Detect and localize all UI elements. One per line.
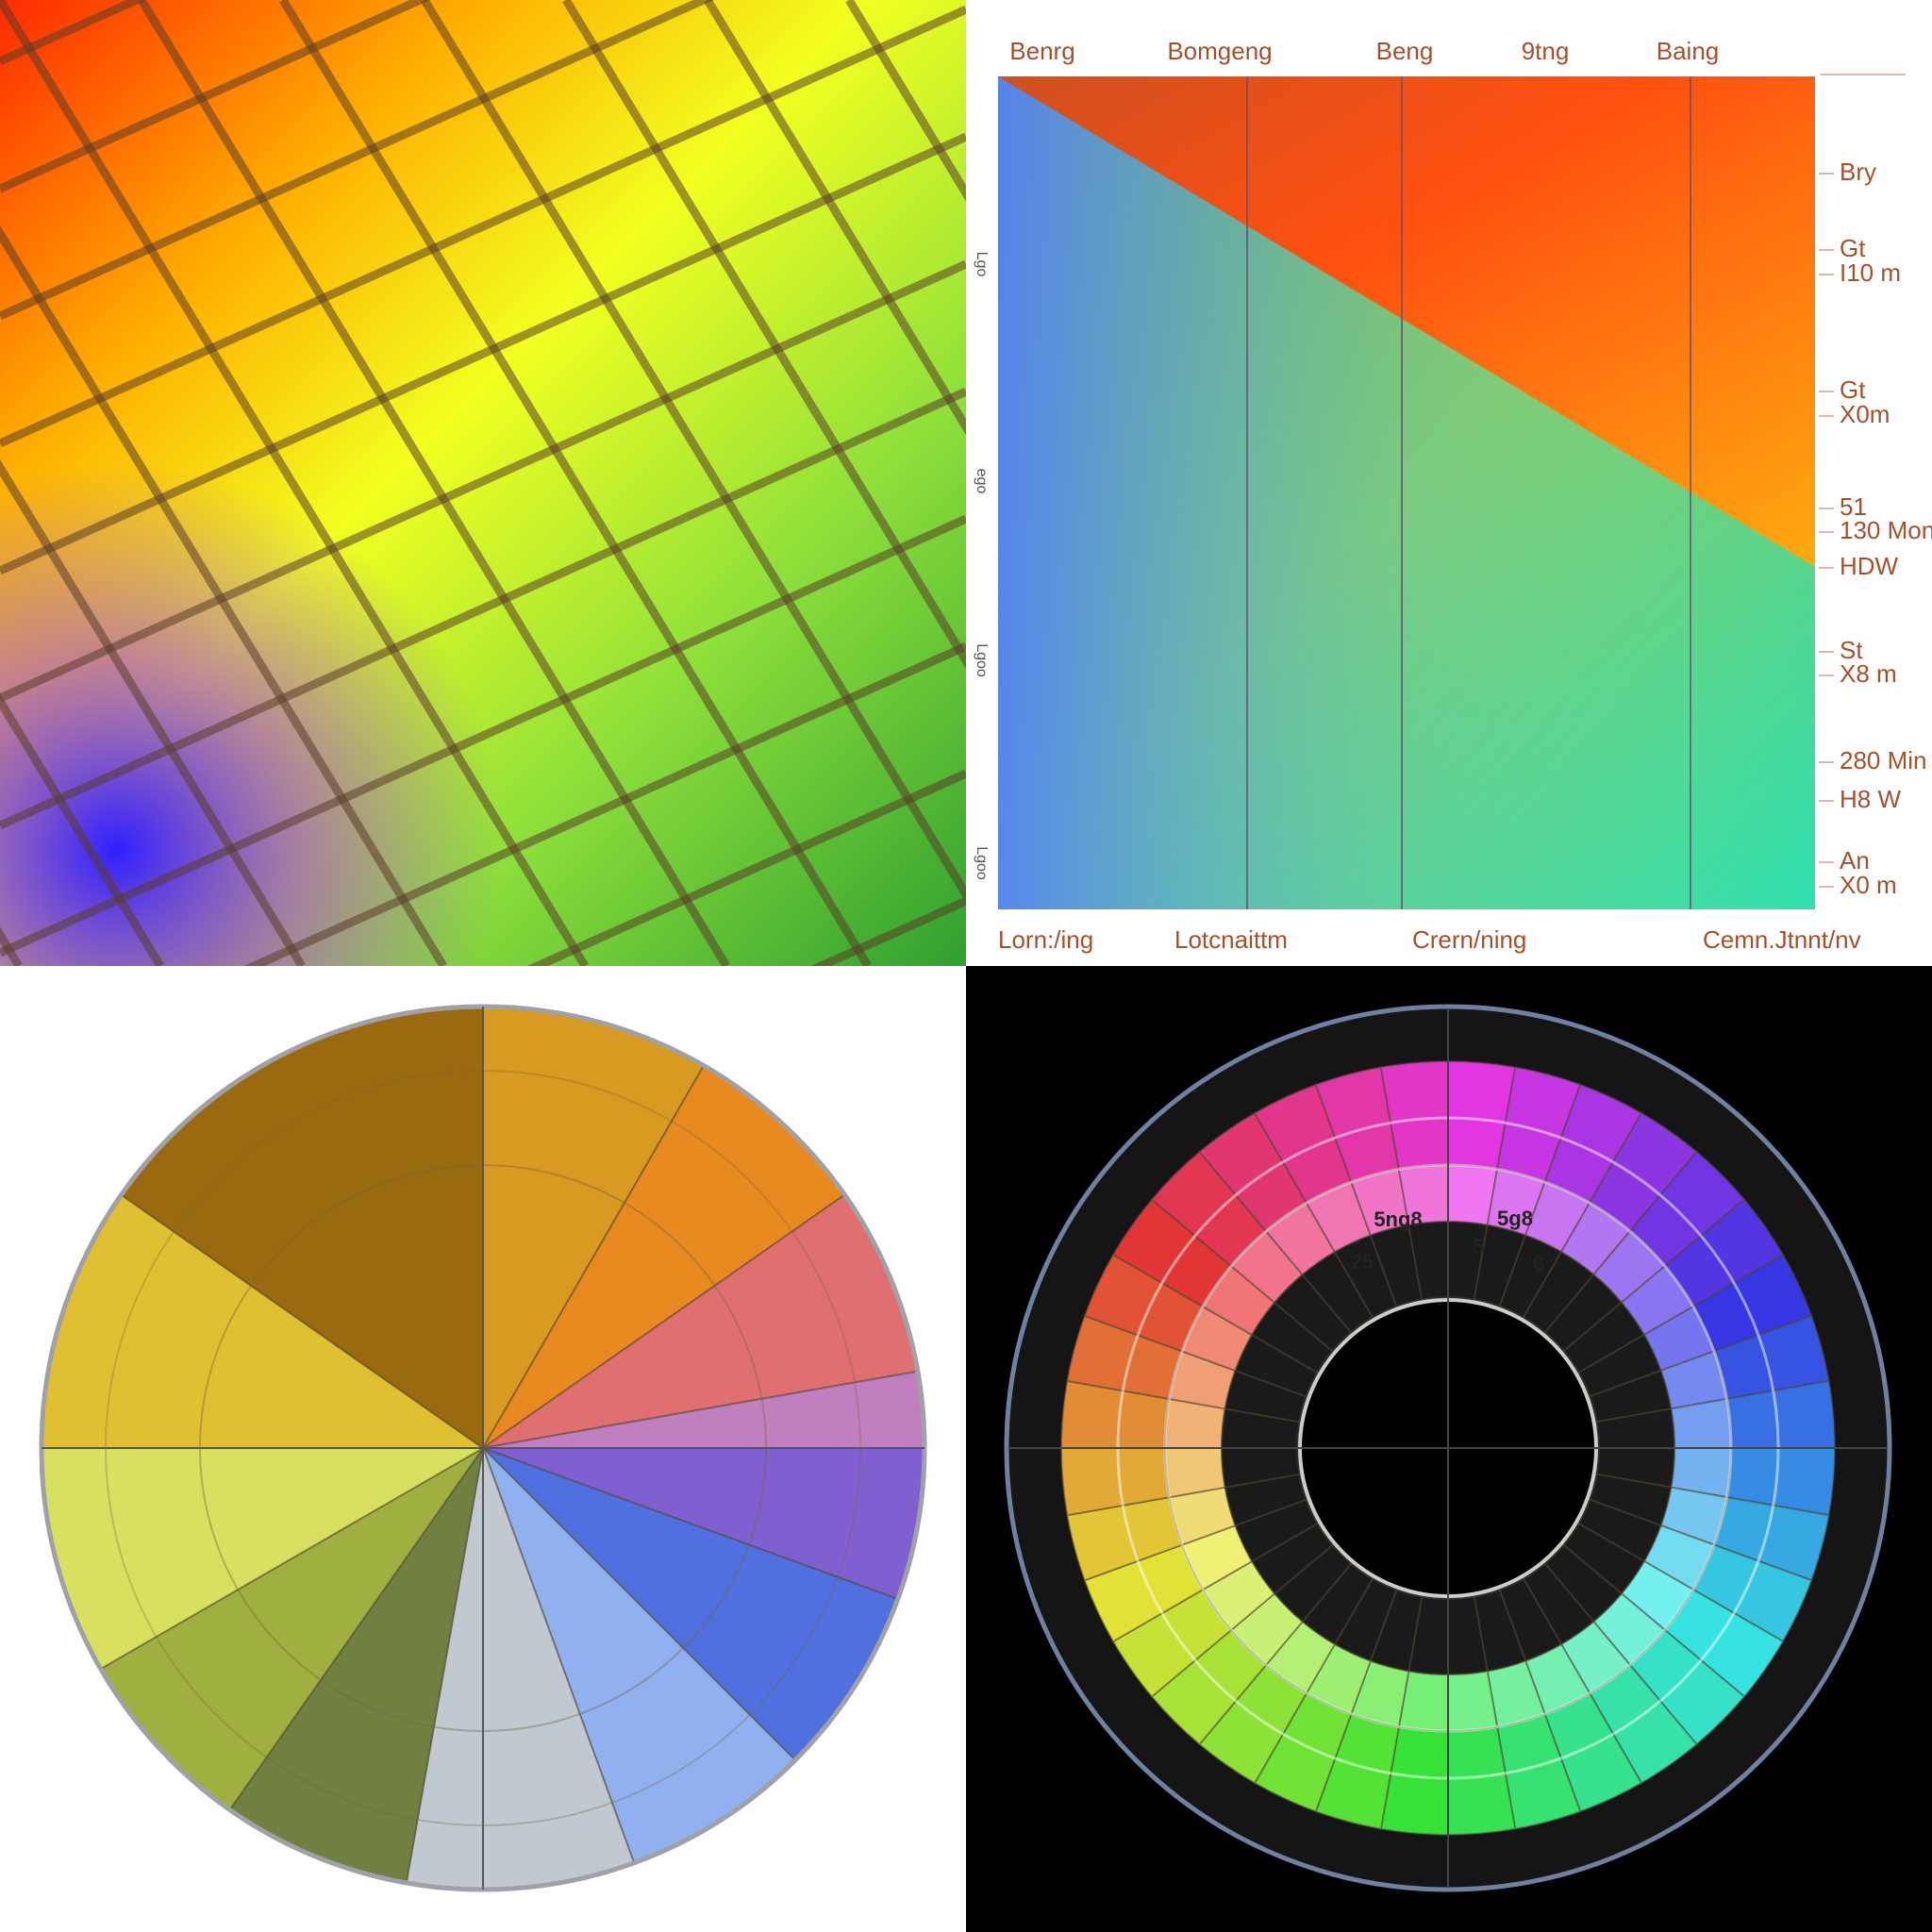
right-label: 130 Mon — [1840, 516, 1932, 544]
right-label: X0m — [1840, 400, 1890, 428]
bottom-label: Lotcnaittm — [1174, 925, 1288, 954]
top-label: Beng — [1376, 37, 1434, 65]
right-label: HDW — [1840, 552, 1899, 580]
upper-region — [998, 76, 1815, 567]
bottom-label: Cemn.Jtnnt/nv — [1703, 925, 1861, 954]
bottom-label: Lorn:/ing — [998, 925, 1093, 954]
left-label: Lgoo — [974, 846, 990, 880]
dial-label: 5 — [1473, 1235, 1484, 1258]
tile-edge — [0, 692, 164, 966]
tile-edge — [421, 0, 966, 903]
right-label: Gt — [1840, 234, 1866, 262]
left-label: Lgoo — [974, 643, 990, 677]
right-label: An — [1840, 846, 1870, 874]
bottom-label: Crern/ning — [1412, 925, 1526, 954]
tile-edge — [279, 0, 872, 966]
tile-edge — [0, 0, 589, 966]
tile-edge — [526, 769, 966, 966]
tile-edge — [0, 514, 966, 958]
top-label: Bomgeng — [1167, 37, 1272, 65]
right-label: X0 m — [1840, 871, 1897, 899]
wheel — [42, 1007, 924, 1890]
tile-edge — [0, 132, 966, 575]
right-label: 51 — [1840, 492, 1867, 521]
vertical-lines — [1246, 76, 1691, 909]
right-label: H8 W — [1840, 785, 1901, 813]
tile-edge — [0, 387, 966, 830]
wheel-segment — [482, 1368, 924, 1449]
tile-edge — [0, 0, 431, 193]
tile-edge — [0, 225, 447, 966]
top-label: Benrg — [1009, 37, 1074, 65]
top-label: Baing — [1657, 37, 1720, 65]
left-label: ego — [974, 469, 990, 494]
dial: 5ng8 5g8 25 5 6 — [1009, 1009, 1887, 1887]
dial-label: 25 — [1351, 1250, 1374, 1274]
right-label: 280 Min — [1840, 746, 1927, 774]
tile-edge — [243, 641, 966, 966]
tile-edge — [704, 0, 966, 436]
tile-edge — [562, 0, 966, 669]
tile-edge — [0, 458, 306, 966]
tile-edge — [845, 0, 966, 202]
right-label: Gt — [1840, 375, 1866, 404]
dial-label: 5ng8 — [1374, 1208, 1422, 1231]
dial-cell — [1163, 1447, 1226, 1499]
right-label: Bry — [1840, 158, 1876, 186]
right-label: St — [1840, 636, 1863, 664]
tile-edge — [0, 5, 966, 448]
tile-edge — [0, 259, 966, 703]
right-label: I10 m — [1840, 258, 1901, 287]
dial-label: 6 — [1533, 1252, 1544, 1275]
dial-cell — [1670, 1397, 1733, 1449]
tile-grid — [0, 0, 966, 966]
dial-label: 5g8 — [1497, 1207, 1533, 1230]
tile-edge — [138, 0, 730, 966]
left-label: Lgo — [974, 252, 990, 277]
right-label: X8 m — [1840, 659, 1897, 688]
top-label: 9tng — [1522, 37, 1570, 65]
dial-cell — [1447, 1670, 1499, 1733]
